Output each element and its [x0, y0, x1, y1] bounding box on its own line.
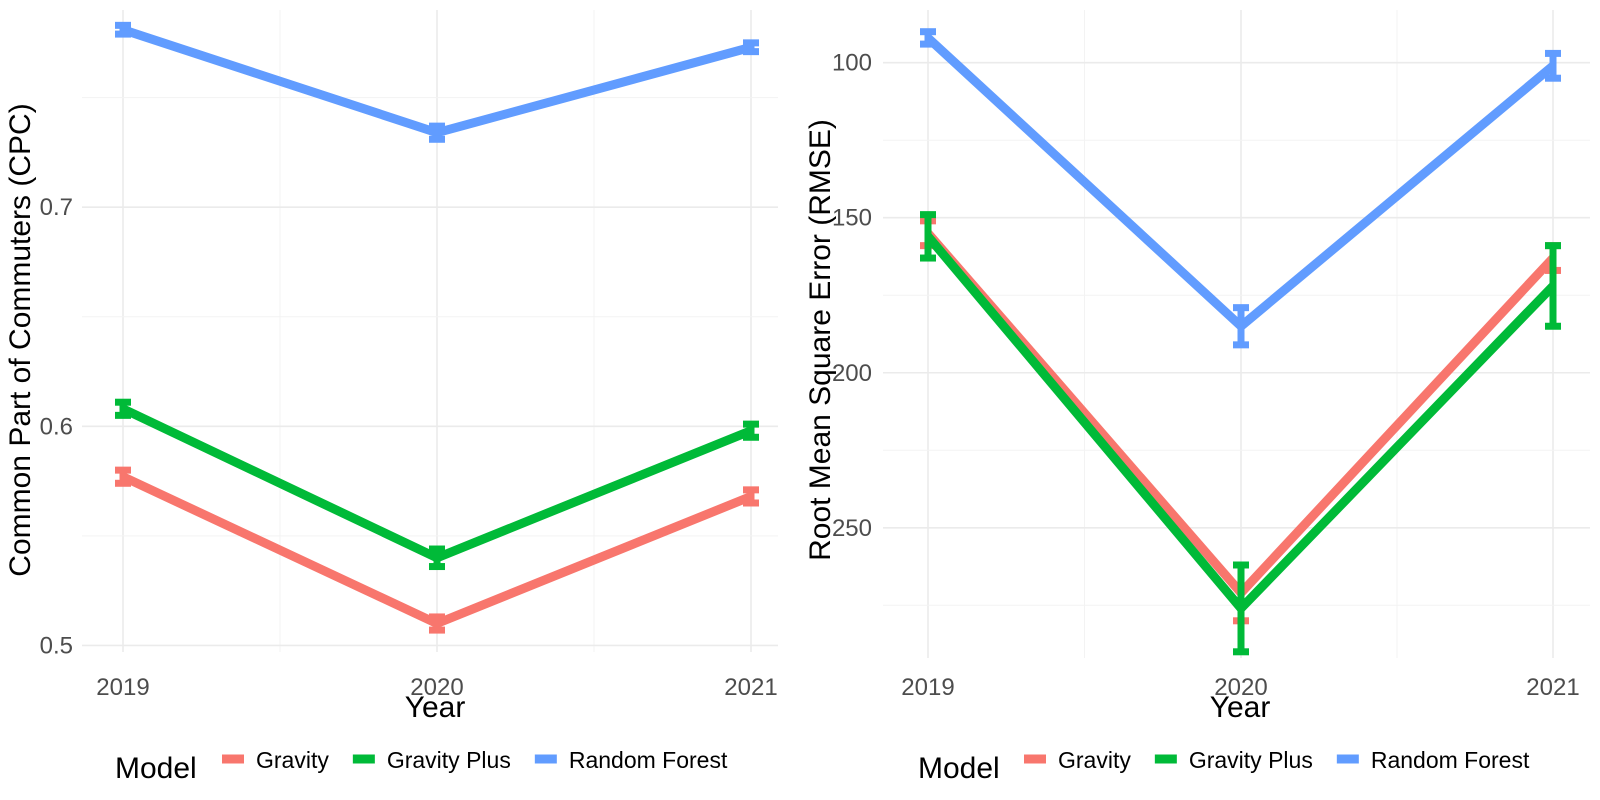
cpc-random-forest-errorbar — [429, 122, 445, 143]
legend-label: Gravity — [1058, 747, 1131, 773]
cpc-y-tick-label: 0.7 — [40, 194, 73, 221]
cpc-gravity-plus-errorbar — [743, 420, 759, 441]
cpc-gravity-plus-errorbar — [115, 398, 131, 419]
cpc-random-forest-errorbar — [115, 21, 131, 38]
rmse-legend-item-gravity-plus: Gravity Plus — [1154, 747, 1313, 773]
rmse-tick-labels: 100 150 200 250 2019 2020 2021 — [832, 50, 1580, 701]
cpc-y-axis-title: Common Part of Commuters (CPC) — [4, 103, 37, 576]
cpc-legend-title: Model — [115, 752, 197, 785]
rmse-y-tick-label: 250 — [832, 515, 872, 542]
rmse-plot-area — [920, 28, 1561, 656]
cpc-x-tick-label: 2021 — [724, 674, 777, 701]
rmse-gravity-plus-errorbar — [1545, 242, 1561, 330]
cpc-plot-area — [115, 21, 759, 634]
rmse-gravity-plus-errorbar — [920, 211, 936, 262]
cpc-gridlines — [82, 10, 778, 652]
cpc-y-tick-label: 0.5 — [40, 632, 73, 659]
cpc-legend: Model Gravity Gravity Plus Random Forest — [115, 747, 728, 785]
rmse-x-tick-label: 2021 — [1526, 674, 1579, 701]
cpc-x-axis-title: Year — [405, 691, 466, 724]
legend-label: Gravity Plus — [387, 747, 511, 773]
rmse-random-forest-errorbar — [920, 28, 936, 48]
cpc-x-tick-label: 2019 — [96, 674, 149, 701]
rmse-gravity-plus-errorbar — [1233, 561, 1249, 656]
cpc-gravity-plus-errorbar — [429, 545, 445, 571]
cpc-tick-labels: 0.5 0.6 0.7 2019 2020 2021 — [40, 194, 778, 701]
rmse-y-tick-label: 200 — [832, 360, 872, 387]
legend-label: Gravity Plus — [1189, 747, 1313, 773]
rmse-x-tick-label: 2019 — [901, 674, 954, 701]
cpc-panel: 0.5 0.6 0.7 2019 2020 2021 Year Common Part o… — [4, 10, 778, 785]
legend-label: Random Forest — [1371, 747, 1530, 773]
cpc-gravity-errorbar — [429, 613, 445, 634]
legend-label: Gravity — [256, 747, 329, 773]
rmse-legend: Model Gravity Gravity Plus Random Forest — [918, 747, 1530, 785]
rmse-y-tick-label: 100 — [832, 50, 872, 77]
rmse-random-forest-errorbar — [1233, 304, 1249, 349]
cpc-legend-item-gravity: Gravity — [222, 747, 329, 773]
rmse-x-tick-label: 2020 — [1214, 674, 1267, 701]
cpc-gravity-errorbar — [743, 486, 759, 507]
cpc-x-tick-label: 2020 — [410, 674, 463, 701]
rmse-random-forest-errorbar — [1545, 49, 1561, 82]
cpc-legend-item-gravity-plus: Gravity Plus — [352, 747, 511, 773]
rmse-y-tick-label: 150 — [832, 205, 872, 232]
cpc-legend-item-random-forest: Random Forest — [534, 747, 728, 773]
rmse-y-axis-title: Root Mean Square Error (RMSE) — [804, 119, 837, 561]
rmse-x-axis-title: Year — [1210, 691, 1271, 724]
rmse-legend-title: Model — [918, 752, 1000, 785]
rmse-panel: 100 150 200 250 2019 2020 2021 Year Root Mean … — [804, 10, 1590, 785]
legend-label: Random Forest — [569, 747, 728, 773]
cpc-y-tick-label: 0.6 — [40, 413, 73, 440]
cpc-gravity-errorbar — [115, 466, 131, 487]
rmse-legend-item-random-forest: Random Forest — [1336, 747, 1530, 773]
rmse-legend-item-gravity: Gravity — [1024, 747, 1131, 773]
cpc-random-forest-errorbar — [743, 39, 759, 56]
